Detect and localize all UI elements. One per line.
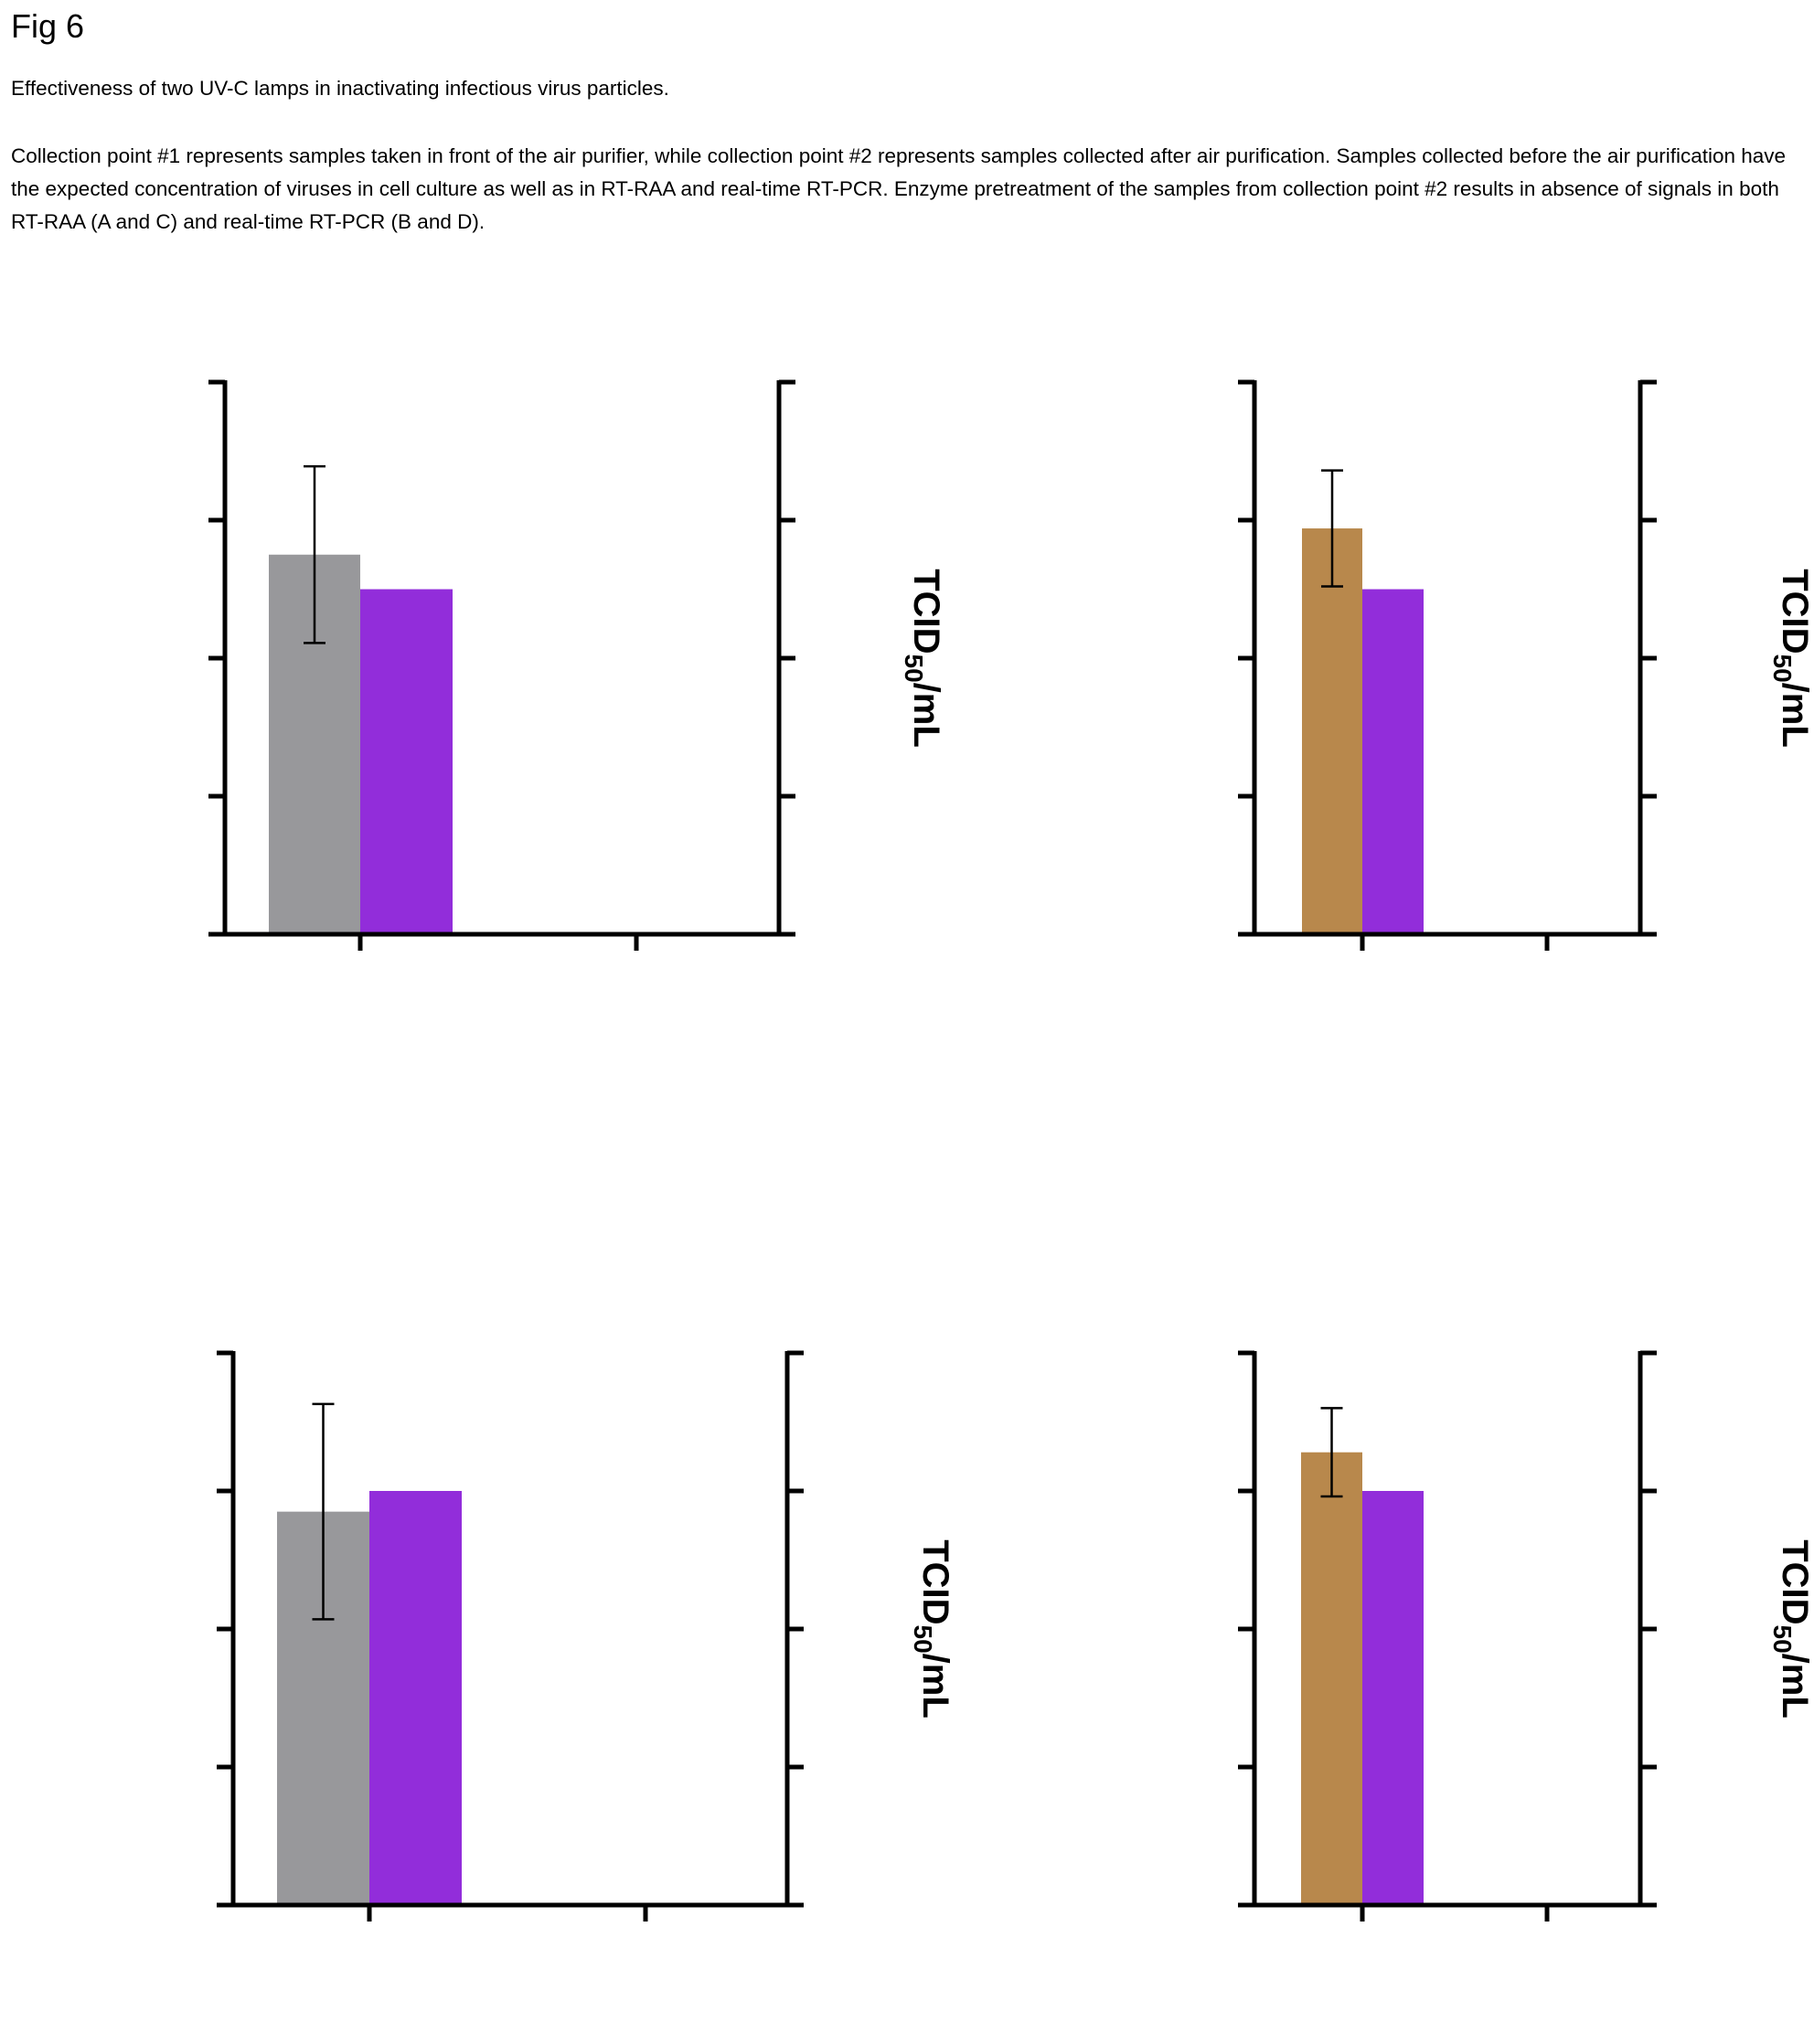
y2-title-main: TCID (915, 1539, 955, 1624)
figure-caption: Collection point #1 represents samples t… (11, 144, 1787, 233)
error-bar (304, 464, 325, 644)
figure-title: Effectiveness of two UV-C lamps in inact… (11, 77, 669, 100)
figure-label: Fig 6 (11, 7, 85, 45)
panel-c: TCID50/mL (217, 1350, 955, 1922)
y-axis-title-right: TCID50/mL (909, 1539, 955, 1719)
y2-title-subscript: 50 (1768, 655, 1797, 683)
y2-title-main: TCID (1775, 569, 1814, 654)
y2-title-subscript: 50 (1768, 1625, 1797, 1654)
panel-b: TCID50/mL (1238, 379, 1814, 951)
bar-right-axis (1362, 1491, 1424, 1905)
y2-title-unit: /mL (906, 683, 946, 748)
y2-title-subscript: 50 (900, 655, 928, 683)
error-bar (1321, 469, 1343, 588)
bar-left-axis (1302, 528, 1362, 934)
y2-title-unit: /mL (915, 1654, 955, 1719)
y2-title-unit: /mL (1775, 1654, 1814, 1719)
y-axis-title-right: TCID50/mL (1768, 569, 1814, 748)
y-axis-title-right: TCID50/mL (1768, 1539, 1814, 1719)
y2-title-unit: /mL (1775, 683, 1814, 748)
y2-title-main: TCID (1775, 1539, 1814, 1624)
panel-d: TCID50/mL (1238, 1350, 1814, 1922)
error-bar (312, 1402, 335, 1621)
y-axis-title-right: TCID50/mL (900, 569, 946, 748)
y2-title-subscript: 50 (909, 1625, 937, 1654)
bar-left-axis (1301, 1452, 1362, 1905)
y2-title-main: TCID (906, 569, 946, 654)
bar-right-axis (369, 1491, 462, 1905)
bar-right-axis (360, 589, 453, 934)
bar-right-axis (1362, 589, 1424, 934)
error-bar (1320, 1407, 1343, 1498)
panel-a: TCID50/mL (208, 379, 946, 951)
